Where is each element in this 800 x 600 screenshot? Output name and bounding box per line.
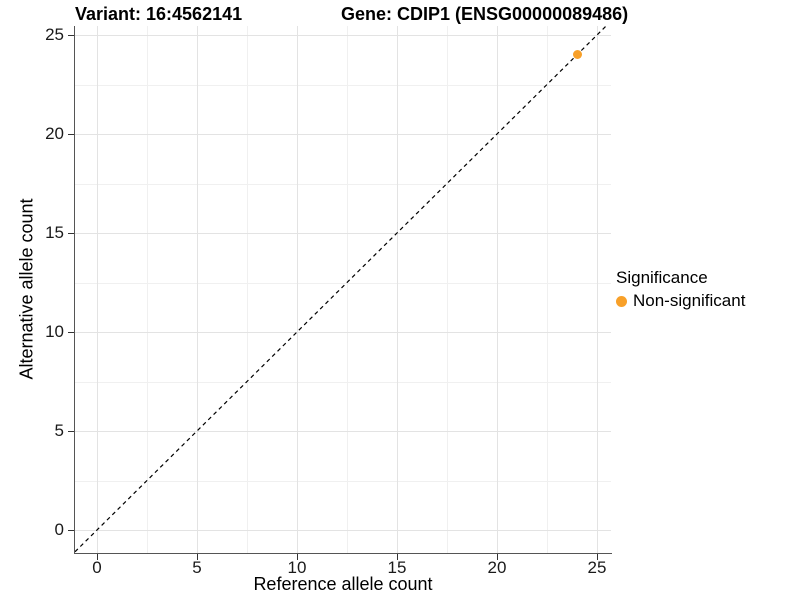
plot-title-gene: Gene: CDIP1 (ENSG00000089486) bbox=[341, 4, 629, 24]
gridline-major-vertical bbox=[297, 26, 298, 553]
gridline-minor-horizontal bbox=[75, 381, 611, 383]
y-tick-mark bbox=[68, 530, 74, 531]
gridline-minor-vertical bbox=[347, 26, 348, 553]
x-tick-mark bbox=[197, 554, 198, 560]
y-tick-mark bbox=[68, 332, 74, 333]
legend-title: Significance bbox=[616, 268, 708, 287]
y-tick-label: 20 bbox=[45, 124, 64, 143]
gridline-major-vertical bbox=[497, 26, 498, 553]
gridline-major-horizontal bbox=[75, 431, 611, 432]
gridline-major-vertical bbox=[197, 26, 198, 553]
legend-item: Non-significant bbox=[616, 291, 745, 311]
plot-title-variant: Variant: 16:4562141 bbox=[75, 4, 243, 24]
plot-panel bbox=[75, 26, 611, 553]
gridline-minor-horizontal bbox=[75, 282, 611, 284]
x-tick-label: 10 bbox=[287, 558, 307, 577]
gridline-major-horizontal bbox=[75, 35, 611, 36]
x-tick-label: 0 bbox=[92, 558, 102, 577]
gridline-minor-vertical bbox=[147, 26, 148, 553]
x-tick-label: 15 bbox=[387, 558, 407, 577]
x-tick-mark bbox=[97, 554, 98, 560]
identity-reference-line bbox=[75, 26, 607, 553]
gridline-major-horizontal bbox=[75, 233, 611, 234]
gridline-minor-horizontal bbox=[75, 183, 611, 185]
y-tick-mark bbox=[68, 233, 74, 234]
y-tick-label: 10 bbox=[45, 322, 64, 341]
x-axis-title: Reference allele count bbox=[253, 574, 433, 594]
gridline-major-vertical bbox=[597, 26, 598, 553]
x-tick-mark bbox=[297, 554, 298, 560]
gridline-minor-vertical bbox=[547, 26, 548, 553]
gridline-major-vertical bbox=[97, 26, 98, 553]
x-tick-mark bbox=[597, 554, 598, 560]
x-axis-line bbox=[74, 553, 612, 554]
y-tick-label: 15 bbox=[45, 223, 64, 242]
y-tick-label: 5 bbox=[54, 421, 64, 440]
gridline-major-horizontal bbox=[75, 332, 611, 333]
x-tick-mark bbox=[397, 554, 398, 560]
gridline-major-vertical bbox=[397, 26, 398, 553]
gridline-minor-vertical bbox=[447, 26, 448, 553]
y-tick-mark bbox=[68, 35, 74, 36]
y-tick-mark bbox=[68, 431, 74, 432]
y-axis-line bbox=[74, 26, 75, 554]
y-tick-mark bbox=[68, 134, 74, 135]
x-tick-label: 20 bbox=[487, 558, 507, 577]
legend-item-label: Non-significant bbox=[633, 291, 746, 310]
y-tick-label: 25 bbox=[45, 25, 64, 44]
data-point bbox=[572, 50, 582, 60]
gridline-minor-horizontal bbox=[75, 84, 611, 86]
x-tick-mark bbox=[497, 554, 498, 560]
gridline-minor-horizontal bbox=[75, 480, 611, 482]
x-tick-label: 25 bbox=[587, 558, 607, 577]
x-tick-label: 5 bbox=[192, 558, 202, 577]
gridline-minor-vertical bbox=[247, 26, 248, 553]
legend: Significance Non-significant bbox=[616, 268, 745, 311]
legend-key-dot-icon bbox=[616, 295, 627, 307]
y-tick-label: 0 bbox=[54, 520, 64, 539]
gridline-major-horizontal bbox=[75, 530, 611, 531]
gridline-major-horizontal bbox=[75, 134, 611, 135]
